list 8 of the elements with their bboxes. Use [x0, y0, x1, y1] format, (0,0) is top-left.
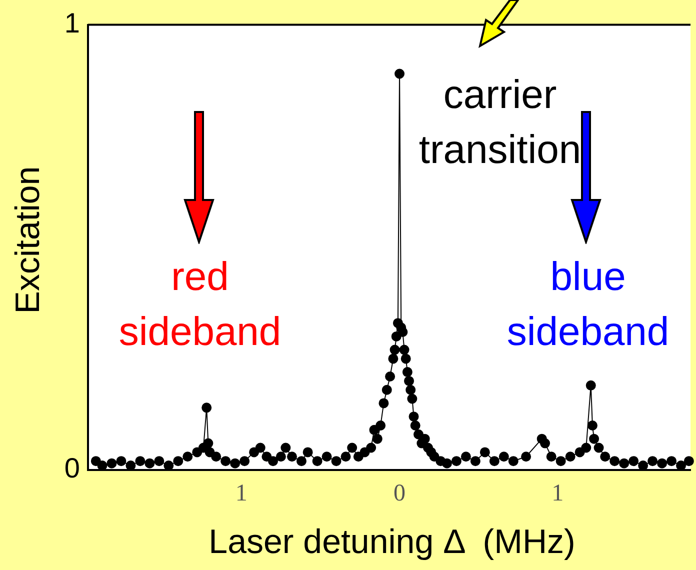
x-tick-label: 1: [552, 480, 564, 507]
x-tick-label: 0: [394, 480, 406, 507]
y-axis-title: Excitation: [8, 165, 48, 316]
x-axis-title: Laser detuning Δ (MHz): [208, 522, 576, 562]
annotation: carrier transition: [418, 72, 582, 174]
annotation: red sideband: [118, 254, 282, 356]
x-tick-label: 1: [235, 480, 248, 507]
annotation: blue sideband: [506, 254, 670, 356]
